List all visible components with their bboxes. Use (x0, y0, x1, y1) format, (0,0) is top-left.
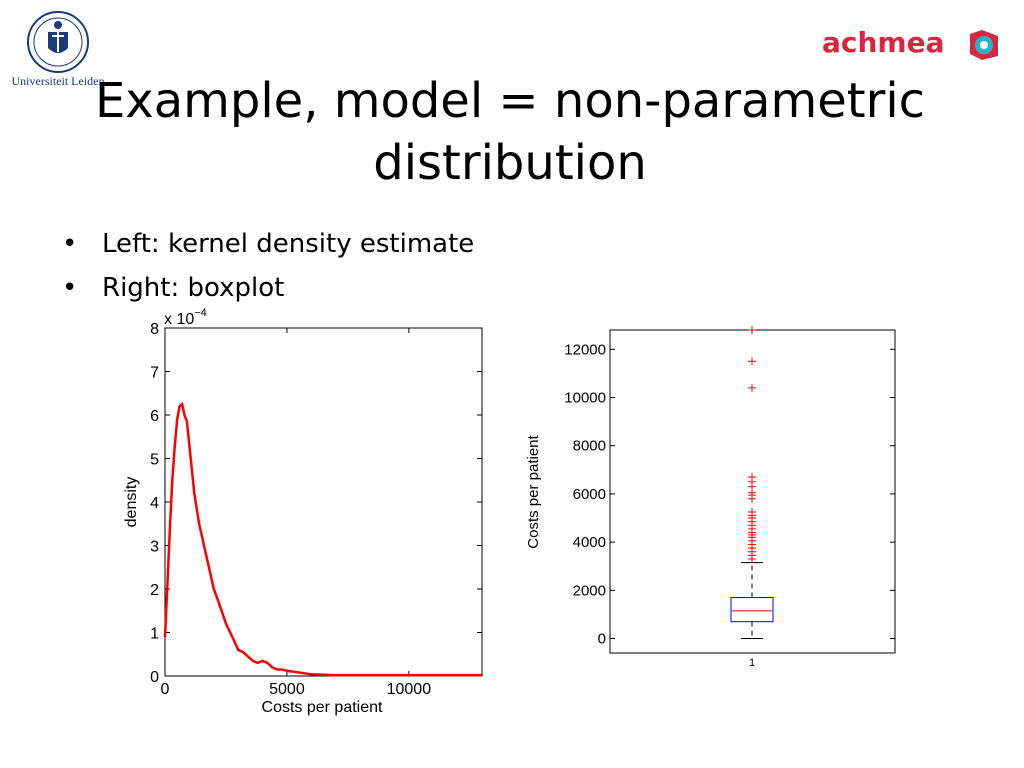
kde-x-tick-label: 0 (161, 681, 170, 698)
universiteit-leiden-logo (8, 8, 108, 98)
boxplot-y-tick-label: 0 (598, 631, 606, 648)
leiden-seal-icon (27, 11, 89, 73)
bullet-list: • Left: kernel density estimate • Right:… (56, 224, 474, 312)
boxplot-y-tick-label: 2000 (573, 582, 606, 599)
boxplot-marks (730, 326, 774, 640)
slide-title: Example, model = non-parametric distribu… (60, 70, 960, 194)
bullet-text: Right: boxplot (102, 273, 285, 303)
kde-y-tick-label: 5 (150, 452, 159, 469)
kde-x-tick-label: 10000 (387, 681, 432, 698)
kde-density-line (163, 401, 482, 677)
kde-chart: 0 1 2 3 4 5 6 7 8 0 5000 10000 x 10−4 density Cost… (123, 307, 483, 716)
kde-y-tick-label: 6 (150, 408, 159, 425)
kde-y-tick-label: 4 (150, 495, 159, 512)
kde-scale-exponent: −4 (194, 307, 207, 319)
boxplot-y-axis: 0 2000 4000 6000 8000 10000 12000 (564, 341, 895, 648)
boxplot-y-tick-label: 12000 (564, 341, 606, 358)
bullet-text: Left: kernel density estimate (102, 229, 475, 259)
bullet-item: • Left: kernel density estimate (56, 224, 474, 268)
slide-title-line-1: Example, model = non-parametric (94, 73, 926, 129)
boxplot-box (730, 597, 774, 623)
kde-scale-base: x 10 (164, 311, 194, 328)
boxplot-outlier (748, 326, 756, 334)
boxplot-y-tick-label: 8000 (573, 438, 606, 455)
kde-y-tick-label: 1 (150, 626, 159, 643)
boxplot-outlier (748, 507, 756, 516)
achmea-brand-icon (970, 30, 998, 60)
kde-y-tick-label: 8 (150, 321, 159, 338)
kde-y-tick-label: 7 (150, 365, 159, 382)
kde-y-axis: 0 1 2 3 4 5 6 7 8 (150, 321, 482, 686)
boxplot-category-label: 1 (749, 657, 755, 669)
achmea-logo-text: achmea (822, 26, 945, 59)
kde-x-axis-label: Costs per patient (262, 699, 384, 716)
bullet-dot: • (62, 273, 78, 303)
boxplot-y-tick-label: 10000 (564, 389, 606, 406)
kde-x-axis: 0 5000 10000 (161, 328, 432, 698)
kde-y-tick-label: 0 (150, 669, 159, 686)
boxplot-y-axis-label: Costs per patient (525, 434, 542, 548)
boxplot-outlier (748, 357, 756, 366)
boxplot-y-tick-label: 6000 (573, 486, 606, 503)
boxplot-outlier (748, 473, 756, 482)
leiden-logo-text: Universiteit Leiden (11, 74, 105, 88)
bullet-dot: • (62, 229, 78, 259)
kde-y-axis-label: density (123, 477, 140, 528)
boxplot-chart: 0 2000 4000 6000 8000 10000 12000 Costs per pa… (525, 326, 896, 669)
kde-x-tick-label: 5000 (269, 681, 305, 698)
achmea-logo: achmea (822, 26, 1004, 66)
kde-scale-label: x 10−4 (164, 307, 207, 328)
bullet-item: • Right: boxplot (56, 268, 474, 312)
boxplot-y-tick-label: 4000 (573, 534, 606, 551)
boxplot-outlier (748, 383, 756, 392)
kde-plot-frame (164, 327, 483, 677)
kde-y-tick-label: 2 (150, 582, 159, 599)
slide-title-line-2: distribution (373, 135, 647, 191)
kde-y-tick-label: 3 (150, 539, 159, 556)
